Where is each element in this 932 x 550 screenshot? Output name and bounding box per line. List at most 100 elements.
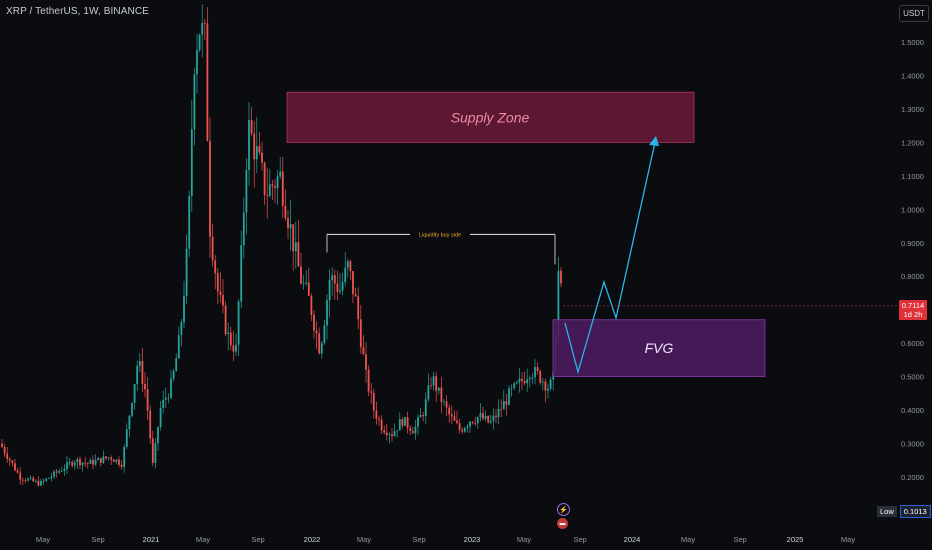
candle-body <box>318 333 321 354</box>
candle-body <box>346 261 349 268</box>
candle-body <box>401 419 404 426</box>
candle-body <box>105 456 107 459</box>
low-value: 0.1013 <box>899 505 931 518</box>
candle-body <box>58 471 61 473</box>
candle-body <box>245 169 248 213</box>
candle-body <box>276 176 279 189</box>
candle-body <box>219 291 222 296</box>
candle-body <box>45 478 48 481</box>
candle-body <box>268 184 271 197</box>
candle-body <box>154 443 157 463</box>
projection-path <box>564 137 657 375</box>
candle-body <box>300 266 302 284</box>
candle-body <box>216 273 219 292</box>
candle-body <box>144 383 146 390</box>
candle-body <box>370 391 373 394</box>
candle-body <box>180 322 183 336</box>
candle-body <box>32 477 35 482</box>
candle-body <box>331 275 334 281</box>
candle-body <box>461 429 464 432</box>
y-tick-label: 1.0000 <box>901 205 924 214</box>
candle-body <box>398 419 401 431</box>
supply-zone-label: Supply Zone <box>451 109 530 125</box>
candle-body <box>167 397 170 399</box>
candle-body <box>92 459 94 465</box>
candle-body <box>79 459 81 466</box>
candle-body <box>404 417 406 426</box>
candle-body <box>73 462 76 466</box>
candle-body <box>110 457 113 460</box>
candle-body <box>388 434 391 436</box>
candle-body <box>81 462 84 466</box>
candle-body <box>188 195 191 249</box>
candle-body <box>422 415 425 417</box>
candle-body <box>380 419 383 431</box>
candle-body <box>266 194 269 197</box>
candle-body <box>396 430 399 432</box>
candle-body <box>170 378 172 398</box>
flag-icon[interactable]: ▬ <box>557 518 568 529</box>
candle-body <box>131 403 133 416</box>
y-tick-label: 0.8000 <box>901 272 924 281</box>
x-tick-label: Sep <box>251 535 264 544</box>
candle-body <box>279 171 282 177</box>
candle-body <box>112 459 115 462</box>
candle-body <box>237 301 240 345</box>
y-tick-label: 1.2000 <box>901 138 924 147</box>
candle-body <box>63 468 66 471</box>
lightning-icon[interactable]: ⚡ <box>557 503 570 516</box>
candle-body <box>120 464 123 467</box>
candle-body <box>406 417 409 428</box>
candle-body <box>352 271 354 295</box>
candle-body <box>310 295 313 315</box>
candle-body <box>21 479 24 481</box>
candle-body <box>211 236 214 261</box>
candle-body <box>326 300 328 326</box>
candle-body <box>136 365 139 385</box>
candle-body <box>307 282 310 296</box>
candle-body <box>513 383 516 388</box>
y-tick-label: 0.3000 <box>901 440 924 449</box>
candle-body <box>315 330 318 334</box>
candle-body <box>302 282 305 284</box>
candle-body <box>328 280 331 301</box>
candle-body <box>68 462 71 463</box>
candle-body <box>560 270 562 284</box>
candle-body <box>19 472 22 480</box>
candle-body <box>435 376 438 391</box>
candle-body <box>133 384 136 404</box>
candle-body <box>393 431 396 437</box>
candle-body <box>209 140 211 237</box>
candle-body <box>141 360 144 384</box>
candle-body <box>107 457 110 459</box>
candle-body <box>138 360 141 366</box>
currency-button[interactable]: USDT <box>899 5 929 22</box>
last-price-tag: 0.7114 1d 2h <box>899 300 927 320</box>
candle-body <box>453 416 456 421</box>
y-tick-label: 0.2000 <box>901 473 924 482</box>
candle-body <box>99 458 102 463</box>
candle-body <box>487 415 490 423</box>
x-tick-label: May <box>517 535 531 544</box>
candle-body <box>248 119 250 170</box>
candle-body <box>541 381 544 383</box>
y-tick-label: 1.1000 <box>901 172 924 181</box>
candle-body <box>66 462 68 469</box>
candle-body <box>287 218 289 229</box>
candle-body <box>261 152 263 163</box>
candle-body <box>37 480 40 486</box>
candle-body <box>515 382 518 384</box>
candle-body <box>175 358 178 372</box>
candle-body <box>232 345 235 352</box>
candle-body <box>42 480 45 482</box>
candle-body <box>250 119 253 134</box>
y-tick-label: 0.6000 <box>901 339 924 348</box>
x-tick-label: 2024 <box>624 535 641 544</box>
candle-body <box>201 23 204 35</box>
candle-body <box>365 354 367 370</box>
candle-body <box>125 429 128 447</box>
candle-body <box>445 401 448 408</box>
candle-body <box>157 426 159 444</box>
candle-body <box>383 430 386 433</box>
